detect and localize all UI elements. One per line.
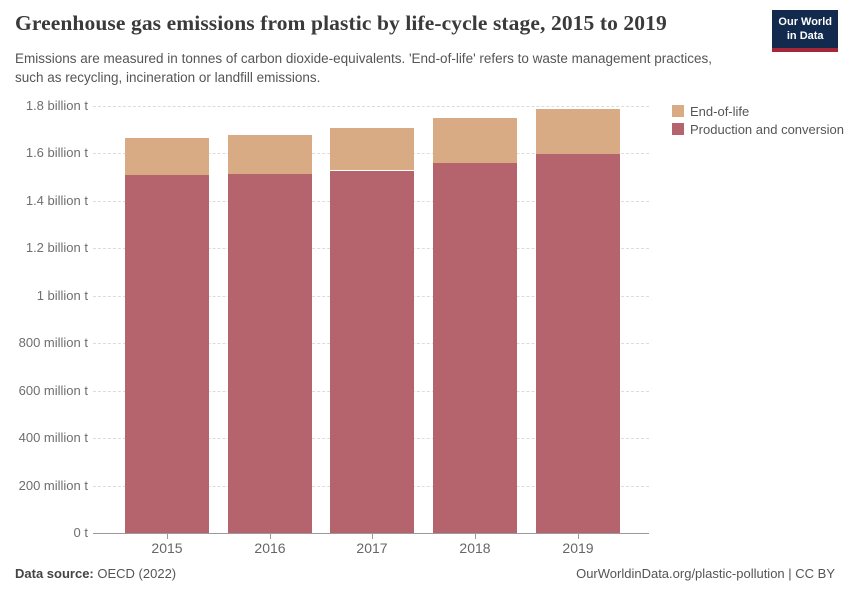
legend-label: End-of-life <box>690 103 750 119</box>
y-axis-tick-label: 1.2 billion t <box>25 240 88 255</box>
bar-segment-end-of-life-2019[interactable] <box>536 108 620 154</box>
legend-item-production-and-conversion[interactable]: Production and conversion <box>672 120 844 138</box>
x-axis-tick <box>270 533 271 539</box>
y-axis-tick-label: 1.8 billion t <box>25 98 88 113</box>
bar-segment-production-and-conversion-2017[interactable] <box>330 170 414 533</box>
data-source-label: Data source: <box>15 566 94 581</box>
x-axis-label-2016: 2016 <box>254 540 286 556</box>
x-axis-label-2017: 2017 <box>356 540 388 556</box>
y-axis-tick-label: 1 billion t <box>36 288 88 303</box>
bar-segment-production-and-conversion-2015[interactable] <box>125 175 209 533</box>
x-axis-label-2018: 2018 <box>459 540 491 556</box>
x-axis-tick <box>475 533 476 539</box>
y-axis-tick-label: 0 t <box>73 525 88 540</box>
y-axis-tick-label: 200 million t <box>18 478 88 493</box>
bar-segment-production-and-conversion-2016[interactable] <box>228 174 312 533</box>
legend-swatch-icon <box>672 123 684 135</box>
legend: End-of-life Production and conversion <box>672 102 844 138</box>
x-axis-tick <box>578 533 579 539</box>
bar-segment-end-of-life-2016[interactable] <box>228 134 312 175</box>
owid-logo-line2: in Data <box>786 30 824 43</box>
x-axis-label-2019: 2019 <box>562 540 594 556</box>
y-axis-tick-label: 800 million t <box>18 335 88 350</box>
bar-segment-end-of-life-2018[interactable] <box>433 117 517 163</box>
bar-segment-end-of-life-2015[interactable] <box>125 138 209 176</box>
gridline <box>93 106 649 107</box>
y-axis-tick-label: 600 million t <box>18 383 88 398</box>
bar-segment-production-and-conversion-2018[interactable] <box>433 162 517 533</box>
x-axis-label-2015: 2015 <box>151 540 183 556</box>
y-axis-tick-label: 1.6 billion t <box>25 145 88 160</box>
x-axis-line <box>93 533 649 534</box>
legend-swatch-icon <box>672 105 684 117</box>
y-axis-tick-label: 1.4 billion t <box>25 193 88 208</box>
bar-segment-end-of-life-2017[interactable] <box>330 128 414 171</box>
x-axis-tick <box>167 533 168 539</box>
owid-logo: Our World in Data <box>772 10 838 52</box>
chart-subtitle: Emissions are measured in tonnes of carb… <box>15 51 713 85</box>
data-source-note: Data source: OECD (2022) <box>15 566 176 581</box>
legend-label: Production and conversion <box>690 121 844 137</box>
credit-link[interactable]: OurWorldinData.org/plastic-pollution | C… <box>576 566 835 581</box>
owid-logo-line1: Our World <box>778 16 832 28</box>
chart-title: Greenhouse gas emissions from plastic by… <box>15 11 667 35</box>
y-axis-tick-label: 400 million t <box>18 430 88 445</box>
x-axis-tick <box>372 533 373 539</box>
bar-segment-production-and-conversion-2019[interactable] <box>536 153 620 533</box>
data-source-value[interactable]: OECD (2022) <box>97 566 177 581</box>
legend-item-end-of-life[interactable]: End-of-life <box>672 102 844 120</box>
